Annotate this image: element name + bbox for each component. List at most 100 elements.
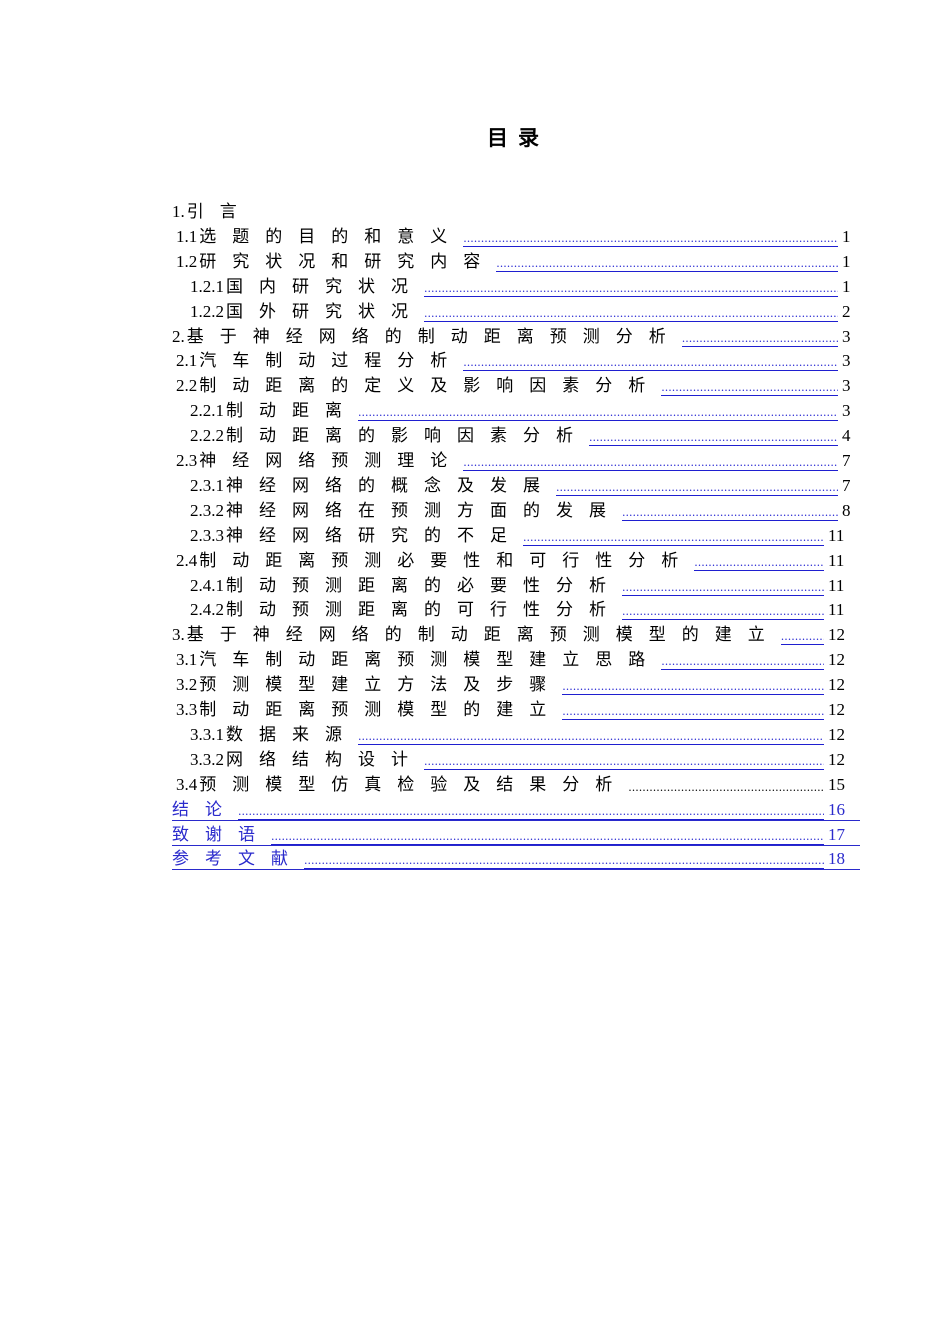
toc-page-number: 12 — [828, 650, 845, 670]
toc-leader-dots: ........................................… — [661, 381, 838, 397]
toc-leader-dots: ........................................… — [780, 630, 824, 646]
toc-entry[interactable]: 3.3.2 网络结构设计............................… — [190, 746, 853, 770]
toc-entry[interactable]: 3.1 汽车制动距离预测模型建立思路.......................… — [176, 646, 853, 671]
toc-page-number: 16 — [828, 799, 845, 819]
toc-page-number: 12 — [828, 724, 845, 744]
toc-title: 制动距离 — [226, 401, 358, 422]
toc-entry[interactable]: 1.2.1 国内研究状况............................… — [190, 273, 853, 297]
toc-title: 汽车制动过程分析 — [199, 351, 464, 372]
toc-leader-dots: ........................................… — [589, 431, 838, 447]
toc-leader-dots: ........................................… — [424, 754, 824, 770]
toc-title: 制动距离的影响因素分析 — [226, 426, 589, 447]
toc-title: 神经网络研究的不足 — [226, 525, 523, 546]
toc-leader-dots: ........................................… — [622, 506, 838, 521]
toc-number: 2.3.1 — [190, 475, 224, 495]
toc-page-number: 7 — [842, 451, 851, 470]
toc-title: 制动预测距离的必要性分析 — [226, 575, 622, 596]
toc-title: 基于神经网络的制动距离预测模型的建立 — [186, 625, 781, 646]
toc-number: 3.2 — [176, 675, 198, 695]
toc-number: 2.2 — [176, 376, 198, 396]
toc-title: 选题的目的和意义 — [199, 226, 464, 247]
toc-entry[interactable]: 2.1 汽车制动过程分析.............................… — [176, 347, 853, 372]
toc-leader-dots: ........................................… — [694, 555, 824, 571]
toc-title: 预测模型仿真检验及结果分析 — [199, 774, 629, 795]
toc-title: 研究状况和研究内容 — [199, 251, 497, 272]
toc-number: 2.3 — [176, 451, 198, 470]
toc-number: 3.1 — [176, 650, 198, 670]
toc-entry[interactable]: 2.2.1 制动距离..............................… — [190, 397, 853, 422]
toc-page-number: 8 — [842, 500, 851, 520]
toc-page-number: 3 — [842, 351, 851, 371]
toc-title: 国外研究状况 — [226, 301, 424, 322]
toc-leader-dots: ........................................… — [358, 729, 824, 745]
toc-leader-dots: ........................................… — [358, 406, 838, 422]
toc-entry[interactable]: 结论......................................… — [172, 796, 860, 821]
toc-leader-dots: ........................................… — [562, 705, 824, 720]
toc-leader-dots: ........................................… — [463, 231, 838, 247]
toc-title: 神经网络的概念及发展 — [226, 475, 556, 496]
toc-leader-dots: ........................................… — [562, 680, 824, 696]
toc-entry[interactable]: 致谢语.....................................… — [172, 821, 860, 846]
toc-leader-dots: ........................................… — [271, 829, 824, 845]
toc-entry[interactable]: 2.2 制动距离的定义及影响因素分析.......................… — [176, 372, 853, 397]
toc-leader-dots: ........................................… — [622, 605, 824, 621]
toc-entry[interactable]: 3.基于神经网络的制动距离预测模型的建立....................… — [172, 621, 853, 646]
toc-number: 3.3.2 — [190, 749, 224, 769]
toc-page-number: 1 — [842, 276, 851, 296]
toc-page-number: 15 — [828, 774, 845, 794]
toc-entry[interactable]: 1.2.2 国外研究状况............................… — [190, 298, 853, 322]
toc-leader-dots: ........................................… — [556, 481, 838, 496]
toc-entry[interactable]: 1.2 研究状况和研究内容............................… — [176, 248, 853, 272]
toc-title: 制动距离预测模型的建立 — [199, 700, 563, 720]
toc-number: 1.2.2 — [190, 301, 224, 321]
toc-leader-dots: ........................................… — [463, 456, 838, 471]
toc-leader-dots: ........................................… — [681, 332, 838, 347]
toc-leader-dots: ........................................… — [304, 854, 824, 870]
toc-entry[interactable]: 3.3 制动距离预测模型的建立..........................… — [176, 696, 853, 720]
toc-page-number: 1 — [842, 226, 851, 246]
toc-entry[interactable]: 2. 基于神经网络的制动距离预测分析......................… — [172, 323, 853, 347]
toc-page-number: 12 — [828, 749, 845, 769]
toc-page-number: 7 — [842, 475, 851, 495]
toc-title: 汽车制动距离预测模型建立思路 — [199, 650, 662, 671]
toc-entry[interactable]: 2.4.2 制动预测距离的可行性分析......................… — [190, 596, 853, 621]
toc-entry[interactable]: 2.2.2 制动距离的影响因素分析.......................… — [190, 422, 853, 447]
toc-leader-dots: ........................................… — [523, 530, 824, 546]
toc-number: 2.4.1 — [190, 575, 224, 595]
toc-entry[interactable]: 2.3.1 神经网络的概念及发展........................… — [190, 472, 853, 496]
toc-entry[interactable]: 3.2 预测模型建立方法及步骤..........................… — [176, 671, 853, 696]
toc-entry[interactable]: 2.4.1 制动预测距离的必要性分析......................… — [190, 572, 853, 596]
toc-page-number: 11 — [828, 525, 845, 545]
toc-title: 神经网络在预测方面的发展 — [226, 500, 622, 521]
toc-number: 2.3.2 — [190, 500, 224, 520]
toc-entry[interactable]: 2.4 制动距离预测必要性和可行性分析......................… — [176, 547, 853, 571]
toc-title: 引言 — [186, 202, 253, 222]
toc-title: 结论 — [172, 799, 238, 820]
toc-number: 2.4 — [176, 550, 198, 570]
toc-entry[interactable]: 1.1 选题的目的和意义.............................… — [176, 223, 853, 247]
toc-page-number: 4 — [842, 426, 851, 446]
toc-title: 基于神经网络的制动距离预测分析 — [186, 326, 682, 347]
toc-number: 1.2 — [176, 251, 198, 271]
toc-title: 预测模型建立方法及步骤 — [199, 675, 563, 696]
toc-number: 3. — [172, 625, 185, 645]
toc-entry[interactable]: 3.3.1 数据来源..............................… — [190, 721, 853, 745]
toc-entry[interactable]: 2.3.3 神经网络研究的不足.........................… — [190, 522, 853, 546]
toc-title: 制动预测距离的可行性分析 — [226, 600, 622, 621]
toc-leader-dots: ........................................… — [424, 306, 838, 322]
toc-number: 1. — [172, 202, 185, 221]
toc-title: 神经网络预测理论 — [199, 451, 464, 471]
toc-entry[interactable]: 参考文献....................................… — [172, 845, 860, 871]
toc-title: 参考文献 — [172, 849, 304, 870]
toc-leader-dots: ........................................… — [661, 655, 824, 671]
toc-title: 制动距离预测必要性和可行性分析 — [199, 550, 695, 571]
toc-number: 2.2.1 — [190, 401, 224, 421]
toc-title: 国内研究状况 — [226, 276, 424, 297]
toc-entry[interactable]: 2.3 神经网络预测理论.............................… — [176, 447, 853, 471]
toc-page-number: 1 — [842, 251, 851, 271]
page-title: 目录 — [487, 126, 549, 150]
toc-entry[interactable]: 2.3.2 神经网络在预测方面的发展......................… — [190, 497, 853, 521]
toc-page-number: 3 — [842, 401, 851, 421]
toc-entry: 3.4 预测模型仿真检验及结果分析........................… — [176, 771, 853, 795]
toc-page-number: 11 — [828, 600, 845, 620]
